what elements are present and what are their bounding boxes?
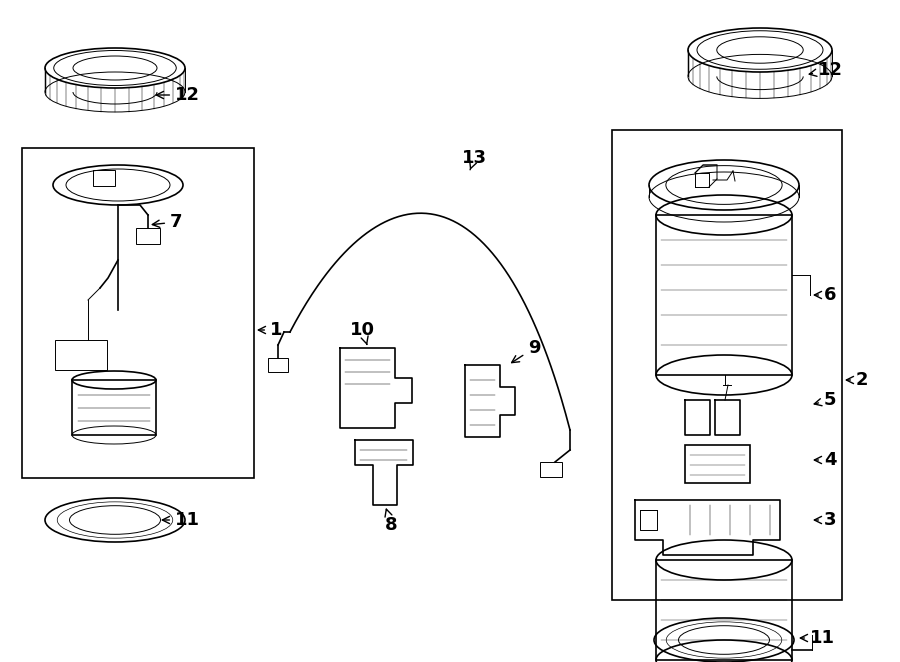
- Bar: [656, 215, 792, 375]
- Text: 11: 11: [800, 629, 835, 647]
- Bar: [22, 148, 254, 478]
- Text: 11: 11: [162, 511, 200, 529]
- Bar: [656, 560, 792, 660]
- Bar: [55, 340, 107, 370]
- Text: 2: 2: [846, 371, 868, 389]
- Bar: [612, 130, 842, 600]
- Text: 12: 12: [809, 61, 843, 79]
- Text: 1: 1: [258, 321, 283, 339]
- Bar: [136, 228, 160, 244]
- Bar: [93, 170, 115, 186]
- Text: 5: 5: [814, 391, 836, 409]
- Text: 3: 3: [814, 511, 836, 529]
- Bar: [72, 380, 156, 435]
- Bar: [685, 445, 750, 483]
- Text: 6: 6: [814, 286, 836, 304]
- Bar: [540, 462, 562, 477]
- Text: 13: 13: [462, 149, 487, 169]
- Text: 12: 12: [157, 86, 200, 104]
- Text: 4: 4: [814, 451, 836, 469]
- Bar: [268, 358, 288, 372]
- Text: 7: 7: [152, 213, 183, 231]
- Text: 8: 8: [385, 509, 398, 534]
- Text: 9: 9: [511, 339, 541, 363]
- Text: 10: 10: [350, 321, 375, 345]
